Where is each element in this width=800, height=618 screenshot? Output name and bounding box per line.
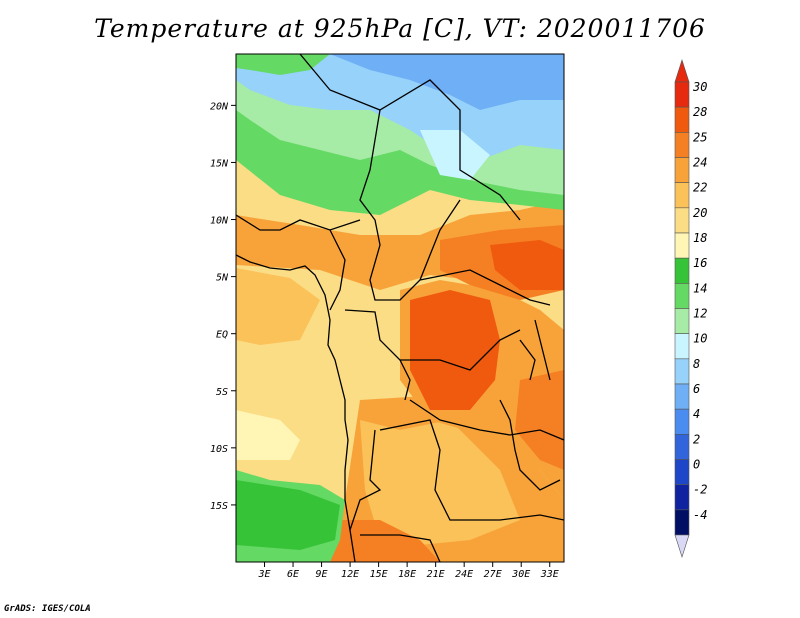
lon-tick-label: 33E bbox=[540, 569, 559, 580]
colorbar-segment bbox=[674, 308, 690, 334]
colorbar-label: 30 bbox=[692, 80, 707, 94]
colorbar-label: 18 bbox=[693, 231, 707, 245]
colorbar-segment bbox=[674, 257, 690, 284]
colorbar-segment bbox=[674, 283, 690, 309]
lon-tick-label: 24E bbox=[455, 569, 473, 580]
colorbar-segment bbox=[674, 157, 690, 183]
colorbar-label: 24 bbox=[693, 156, 707, 170]
lon-tick-label: 12E bbox=[341, 569, 359, 580]
colorbar-segment bbox=[674, 106, 690, 133]
colorbar-label: 2 bbox=[693, 432, 700, 446]
lat-tick-label: 10N bbox=[210, 216, 229, 227]
lon-tick-label: 21E bbox=[427, 569, 445, 580]
colorbar-label: 28 bbox=[693, 105, 707, 119]
colorbar-label: 20 bbox=[693, 206, 707, 220]
colorbar-segment bbox=[674, 81, 690, 108]
colorbar-label: -2 bbox=[693, 483, 707, 497]
colorbar-segment bbox=[674, 232, 690, 259]
colorbar-label: 25 bbox=[693, 130, 707, 144]
colorbar-label: 8 bbox=[693, 357, 700, 371]
colorbar-top-arrow bbox=[674, 59, 690, 83]
colorbar-segment bbox=[674, 207, 690, 234]
lat-tick-label: 20N bbox=[210, 101, 229, 112]
lat-tick-label: 5S bbox=[216, 387, 228, 398]
footer-credit: GrADS: IGES/COLA bbox=[4, 604, 91, 614]
lat-tick-label: EQ bbox=[216, 330, 228, 341]
colorbar-segment bbox=[674, 358, 690, 385]
axis-ticks: 20N 15N 10N 5N EQ 5S 10S 15S 3E 6E 9E 12E 15E 18E 21E 2… bbox=[210, 101, 559, 580]
coastlines-and-borders bbox=[236, 54, 564, 562]
lon-tick-label: 9E bbox=[316, 569, 328, 580]
lon-tick-label: 6E bbox=[287, 569, 299, 580]
lon-tick-label: 15E bbox=[370, 569, 388, 580]
colorbar-label: 6 bbox=[693, 382, 700, 396]
lon-tick-label: 27E bbox=[484, 569, 502, 580]
colorbar-segment bbox=[674, 132, 690, 158]
colorbar-label: 10 bbox=[693, 332, 707, 346]
colorbar-segment bbox=[674, 459, 690, 485]
colorbar-segment bbox=[674, 182, 690, 209]
colorbar-label: 0 bbox=[693, 458, 700, 472]
lon-tick-label: 18E bbox=[398, 569, 416, 580]
lat-tick-label: 15S bbox=[210, 501, 228, 512]
colorbar-label: 14 bbox=[693, 281, 707, 295]
colorbar-label: 16 bbox=[693, 256, 707, 270]
colorbar-segment bbox=[674, 434, 690, 460]
lat-tick-label: 10S bbox=[210, 444, 228, 455]
lon-tick-label: 3E bbox=[257, 569, 270, 580]
temperature-field bbox=[236, 54, 564, 562]
lat-tick-label: 5N bbox=[216, 273, 229, 284]
colorbar-segment bbox=[674, 383, 690, 410]
map-frame bbox=[235, 53, 565, 563]
colorbar-segment bbox=[674, 333, 690, 360]
colorbar-bottom-arrow bbox=[674, 534, 690, 558]
colorbar-label: 4 bbox=[693, 407, 700, 421]
lon-tick-label: 30E bbox=[511, 569, 530, 580]
colorbar-segment bbox=[674, 408, 690, 435]
lat-tick-label: 15N bbox=[210, 158, 229, 169]
map-title: Temperature at 925hPa [C], VT: 202001170… bbox=[94, 14, 706, 43]
colorbar-segment bbox=[674, 484, 690, 511]
colorbar-segment bbox=[674, 509, 690, 536]
colorbar-label: 22 bbox=[693, 181, 707, 195]
colorbar-label: -4 bbox=[693, 508, 707, 522]
colorbar-label: 12 bbox=[693, 307, 707, 321]
